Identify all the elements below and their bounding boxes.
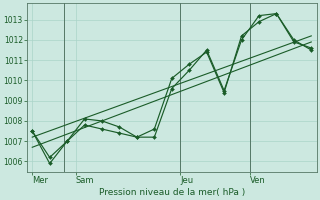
X-axis label: Pression niveau de la mer( hPa ): Pression niveau de la mer( hPa ): [99, 188, 245, 197]
